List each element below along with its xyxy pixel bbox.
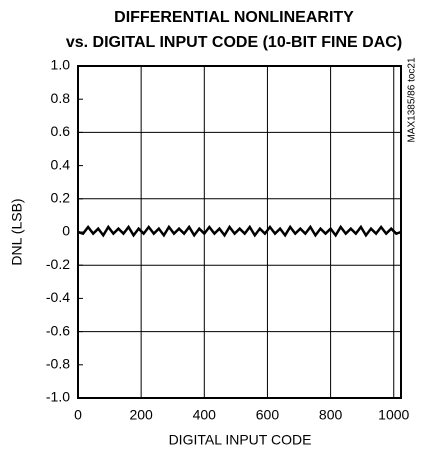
y-axis-label: DNL (LSB) xyxy=(9,198,25,265)
data-line xyxy=(77,224,402,238)
y-tick-label: 0.8 xyxy=(51,90,71,106)
y-tick-label: 0.4 xyxy=(51,156,71,172)
x-axis-label: DIGITAL INPUT CODE xyxy=(169,432,312,448)
x-tick-label: 400 xyxy=(193,407,217,423)
y-tick-label: -0.2 xyxy=(46,256,70,272)
y-tick-label: -0.4 xyxy=(46,289,70,305)
x-tick-label: 1000 xyxy=(378,407,409,423)
y-tick-label: -1.0 xyxy=(46,389,70,405)
y-tick-label: 0.6 xyxy=(51,123,71,139)
y-tick-label: 0.2 xyxy=(51,190,71,206)
x-tick-label: 0 xyxy=(74,407,82,423)
y-tick-label: 0 xyxy=(62,223,70,239)
y-tick-label: -0.8 xyxy=(46,356,70,372)
chart-subtitle: vs. DIGITAL INPUT CODE (10-BIT FINE DAC) xyxy=(66,34,402,51)
x-tick-label: 200 xyxy=(129,407,153,423)
annotation: MAX1385/86 toc21 xyxy=(407,57,418,142)
y-tick-label: -0.6 xyxy=(46,322,70,338)
x-tick-label: 600 xyxy=(256,407,280,423)
x-tick-label: 800 xyxy=(319,407,343,423)
y-tick-label: 1.0 xyxy=(51,57,71,73)
chart-title: DIFFERENTIAL NONLINEARITY xyxy=(114,9,354,26)
